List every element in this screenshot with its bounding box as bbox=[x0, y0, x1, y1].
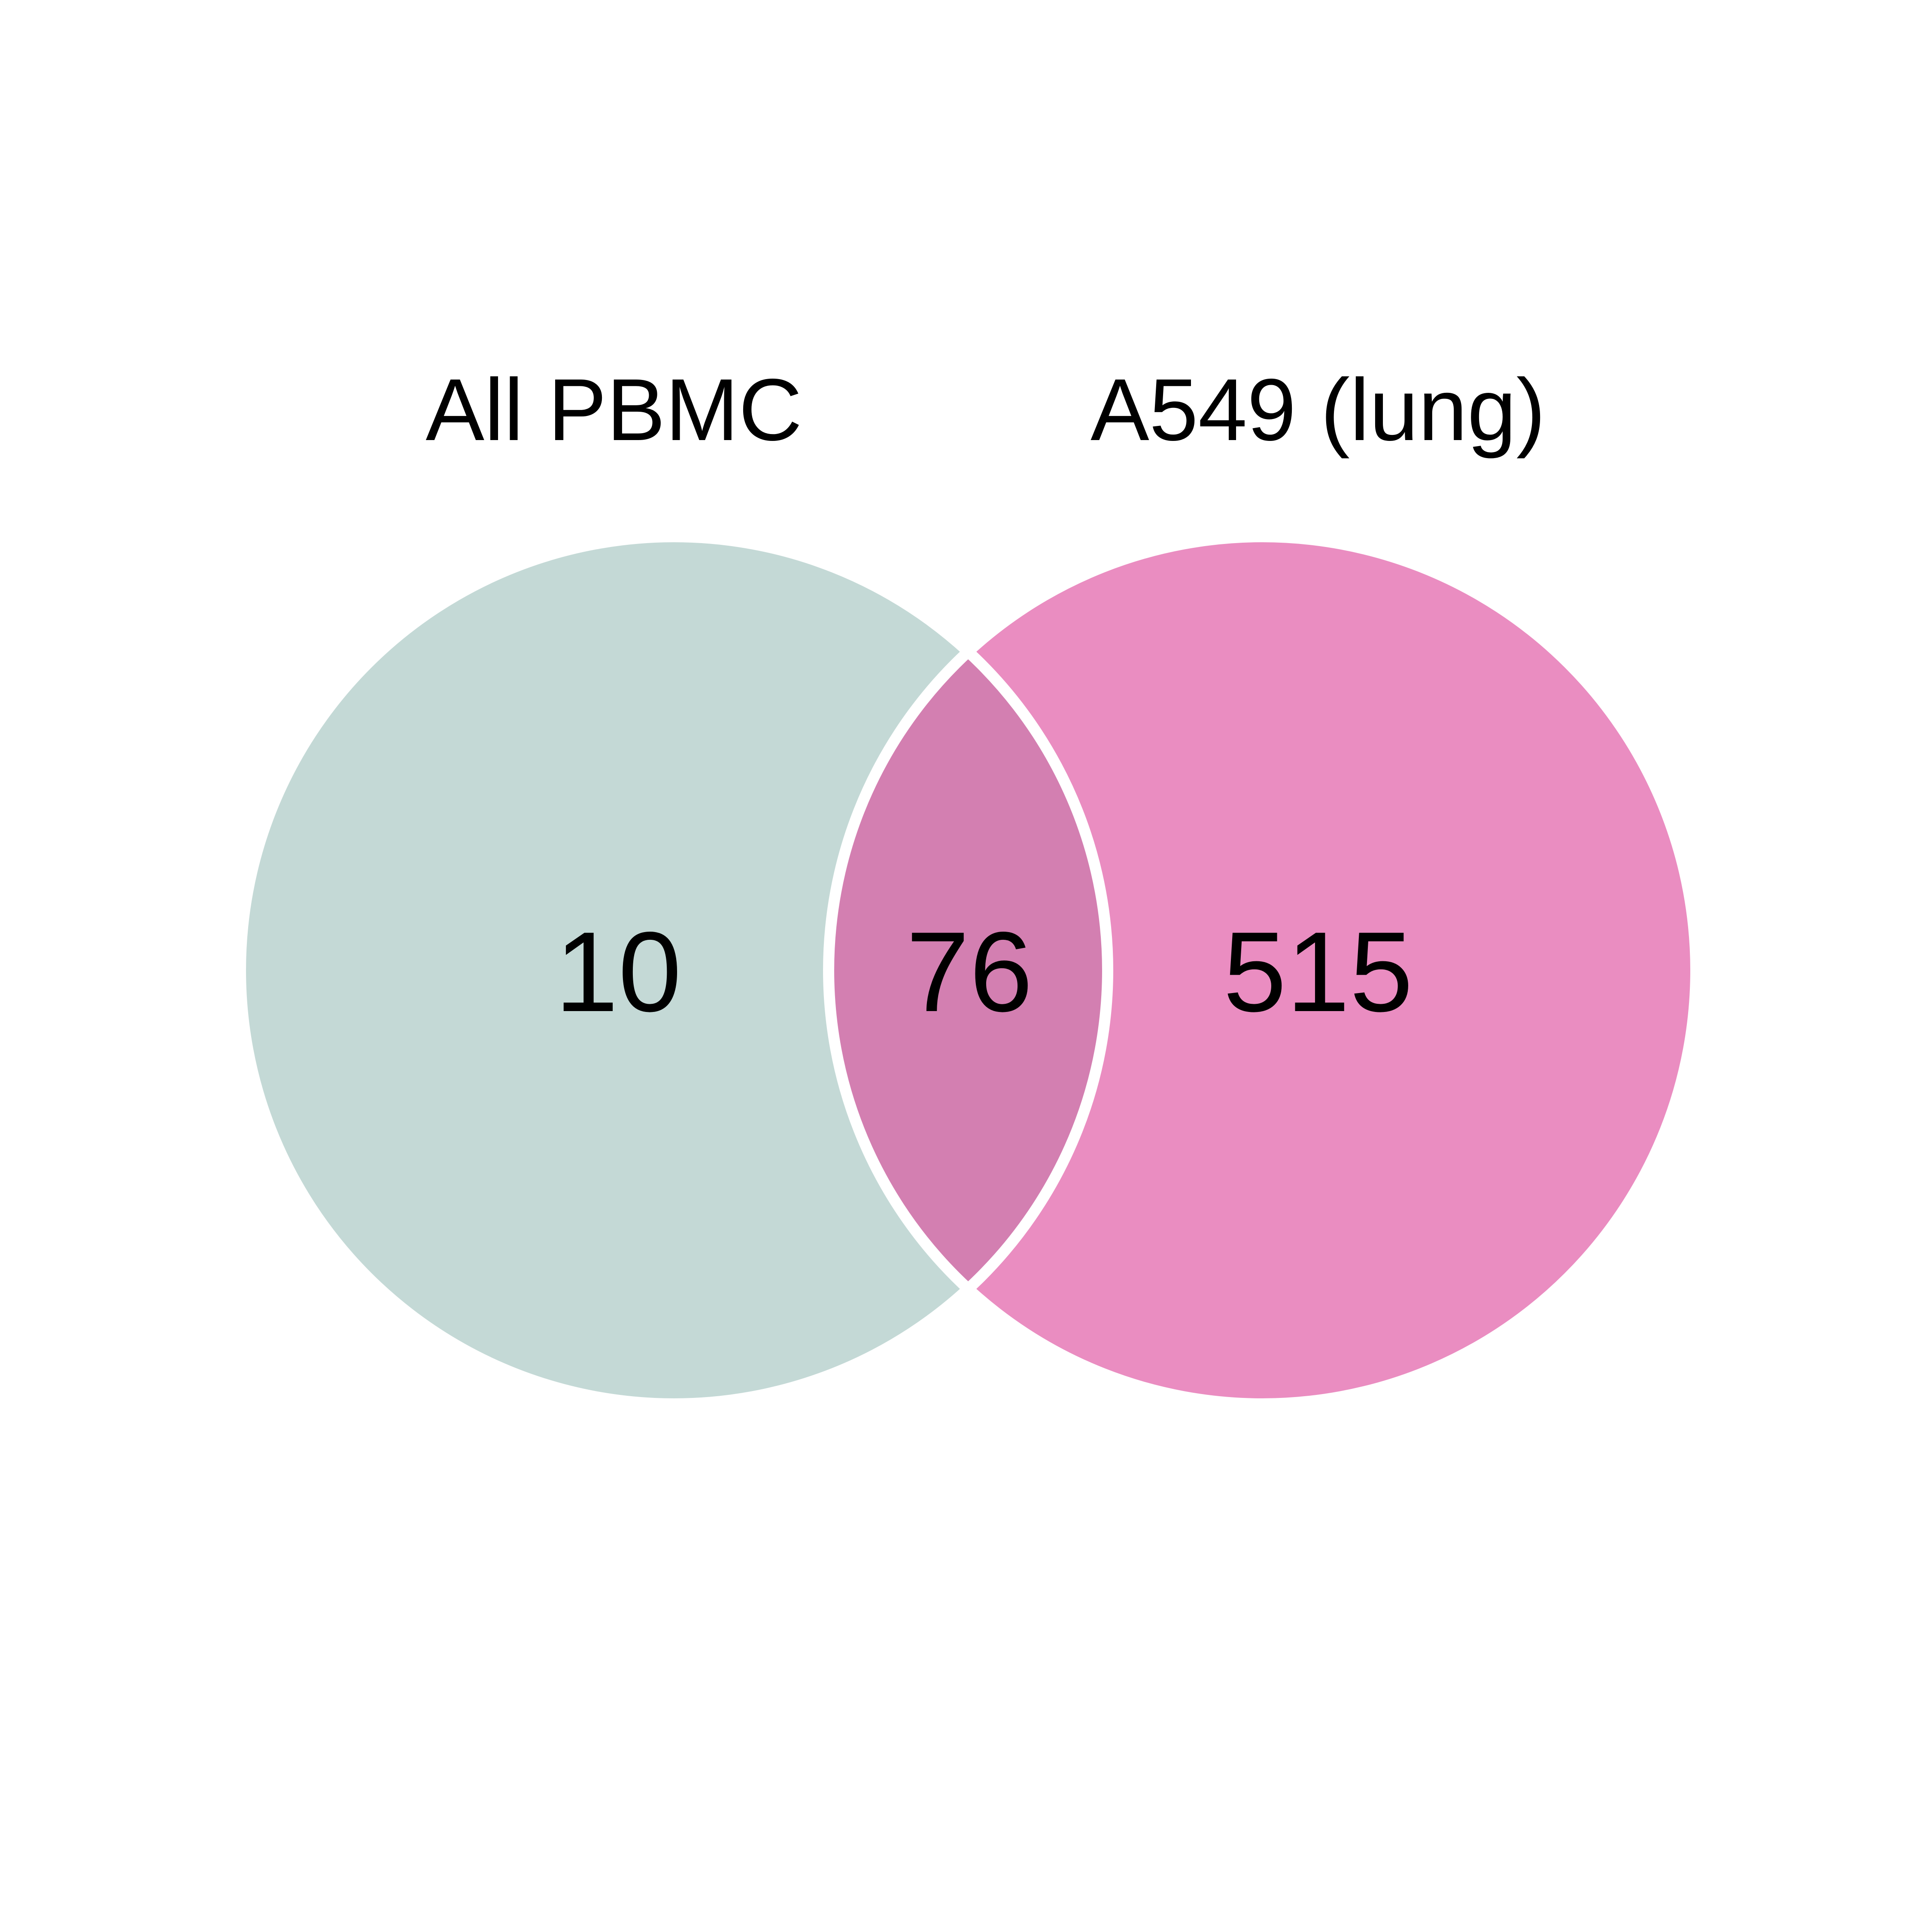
count-intersection: 76 bbox=[906, 908, 1033, 1036]
set-label-all-pbmc: All PBMC bbox=[425, 361, 802, 459]
count-all-pbmc-only: 10 bbox=[555, 908, 682, 1036]
set-label-a549-lung: A549 (lung) bbox=[1091, 361, 1546, 459]
count-a549-lung-only: 515 bbox=[1223, 908, 1413, 1036]
